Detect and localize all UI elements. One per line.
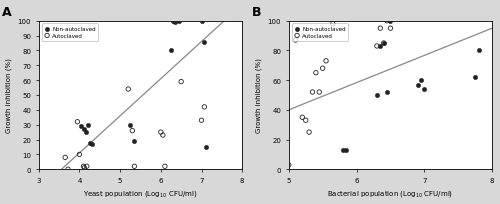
Non-autoclaved: [420, 88, 428, 91]
Autoclaved: [316, 91, 324, 94]
Autoclaved: [322, 60, 330, 63]
Non-autoclaved: [167, 50, 175, 53]
Autoclaved: [130, 165, 138, 168]
Non-autoclaved: [198, 20, 205, 23]
Autoclaved: [177, 81, 185, 84]
Non-autoclaved: [84, 123, 92, 127]
Non-autoclaved: [86, 141, 94, 144]
Autoclaved: [383, 20, 391, 23]
Autoclaved: [298, 116, 306, 119]
Y-axis label: Growth inhibition (%): Growth inhibition (%): [6, 58, 12, 133]
Autoclaved: [74, 121, 82, 124]
Non-autoclaved: [88, 143, 96, 146]
Non-autoclaved: [126, 123, 134, 127]
Autoclaved: [312, 72, 320, 75]
Non-autoclaved: [474, 50, 482, 53]
Autoclaved: [292, 39, 300, 42]
Legend: Non-autoclaved, Autoclaved: Non-autoclaved, Autoclaved: [292, 24, 348, 42]
Text: B: B: [252, 6, 262, 19]
Autoclaved: [386, 27, 394, 31]
Non-autoclaved: [386, 20, 394, 23]
Non-autoclaved: [202, 146, 209, 149]
Non-autoclaved: [376, 45, 384, 48]
Autoclaved: [285, 163, 293, 167]
Autoclaved: [161, 165, 169, 168]
Autoclaved: [373, 45, 381, 48]
Autoclaved: [83, 165, 91, 168]
Non-autoclaved: [342, 149, 350, 152]
Autoclaved: [308, 91, 316, 94]
Non-autoclaved: [82, 131, 90, 134]
Autoclaved: [61, 156, 69, 159]
Autoclaved: [128, 129, 136, 133]
Non-autoclaved: [373, 94, 381, 97]
Autoclaved: [198, 119, 205, 122]
Non-autoclaved: [339, 149, 347, 152]
Autoclaved: [376, 27, 384, 31]
Non-autoclaved: [130, 140, 138, 143]
X-axis label: Bacterial population (Log$_{10}$ CFU/ml): Bacterial population (Log$_{10}$ CFU/ml): [328, 188, 454, 198]
Autoclaved: [64, 168, 72, 171]
Autoclaved: [159, 134, 167, 137]
Autoclaved: [302, 119, 310, 122]
X-axis label: Yeast population (Log$_{10}$ CFU/ml): Yeast population (Log$_{10}$ CFU/ml): [84, 188, 198, 198]
Autoclaved: [305, 131, 313, 134]
Y-axis label: Growth inhibition (%): Growth inhibition (%): [256, 58, 262, 133]
Non-autoclaved: [169, 20, 177, 23]
Autoclaved: [80, 165, 88, 168]
Autoclaved: [124, 88, 132, 91]
Non-autoclaved: [78, 125, 86, 128]
Legend: Non-autoclaved, Autoclaved: Non-autoclaved, Autoclaved: [42, 24, 98, 42]
Non-autoclaved: [471, 76, 479, 79]
Text: A: A: [2, 6, 12, 19]
Autoclaved: [76, 153, 84, 156]
Autoclaved: [329, 23, 337, 26]
Non-autoclaved: [417, 79, 425, 82]
Autoclaved: [80, 166, 88, 170]
Autoclaved: [200, 106, 208, 109]
Non-autoclaved: [380, 42, 388, 45]
Non-autoclaved: [200, 41, 207, 44]
Autoclaved: [157, 131, 165, 134]
Autoclaved: [380, 42, 388, 45]
Non-autoclaved: [171, 21, 179, 25]
Non-autoclaved: [175, 20, 183, 23]
Non-autoclaved: [414, 83, 422, 87]
Autoclaved: [318, 67, 326, 71]
Non-autoclaved: [383, 91, 391, 94]
Non-autoclaved: [80, 128, 88, 131]
